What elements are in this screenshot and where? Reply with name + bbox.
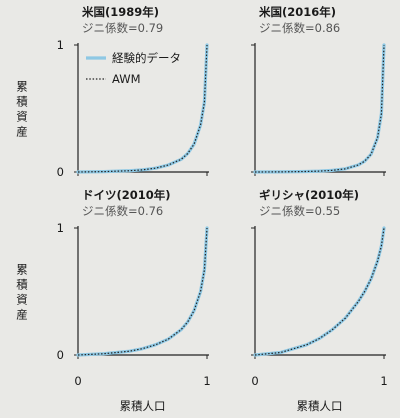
panel-3-xlabel: 累積人口: [120, 399, 166, 413]
panel-3-y-tick-label-0: 0: [57, 348, 64, 362]
panel-3-series-awm: [77, 227, 208, 356]
panel-2-series-empirical: [253, 43, 386, 174]
panel-3-x-tick-label-0: 0: [74, 374, 81, 388]
panel-3-y-tick-label-1: 1: [57, 221, 64, 235]
panel-2-title: 米国(2016年): [258, 5, 336, 19]
panel-3-x-tick-label-1: 1: [203, 374, 210, 388]
legend-awm-label: AWM: [112, 72, 141, 86]
panel-3-title: ドイツ(2010年): [82, 188, 171, 202]
panel-1-title: 米国(1989年): [81, 5, 159, 19]
legend-empirical-label: 経験的データ: [112, 51, 181, 65]
panel-4-x-tick-label-0: 0: [251, 374, 258, 388]
panel-3-gini: ジニ係数=0.76: [82, 204, 163, 218]
panel-2-series-awm: [254, 44, 385, 173]
panel-4-xlabel: 累積人口: [297, 399, 343, 413]
panel-4-x-tick-label-1: 1: [380, 374, 387, 388]
panel-4-gini: ジニ係数=0.55: [259, 204, 340, 218]
panel-4-series-awm: [254, 227, 385, 356]
panel-3-ylabel: 累積資産: [16, 263, 28, 322]
panel-1-gini: ジニ係数=0.79: [82, 21, 163, 35]
panel-1-ylabel: 累積資産: [16, 80, 28, 139]
panel-3-series-empirical: [76, 226, 209, 357]
panel-1-y-tick-label-1: 1: [57, 38, 64, 52]
panel-1-y-tick-label-0: 0: [57, 165, 64, 179]
panel-4-title: ギリシャ(2010年): [259, 188, 359, 202]
panel-2-gini: ジニ係数=0.86: [259, 21, 340, 35]
panel-1-series-awm: [77, 44, 208, 173]
